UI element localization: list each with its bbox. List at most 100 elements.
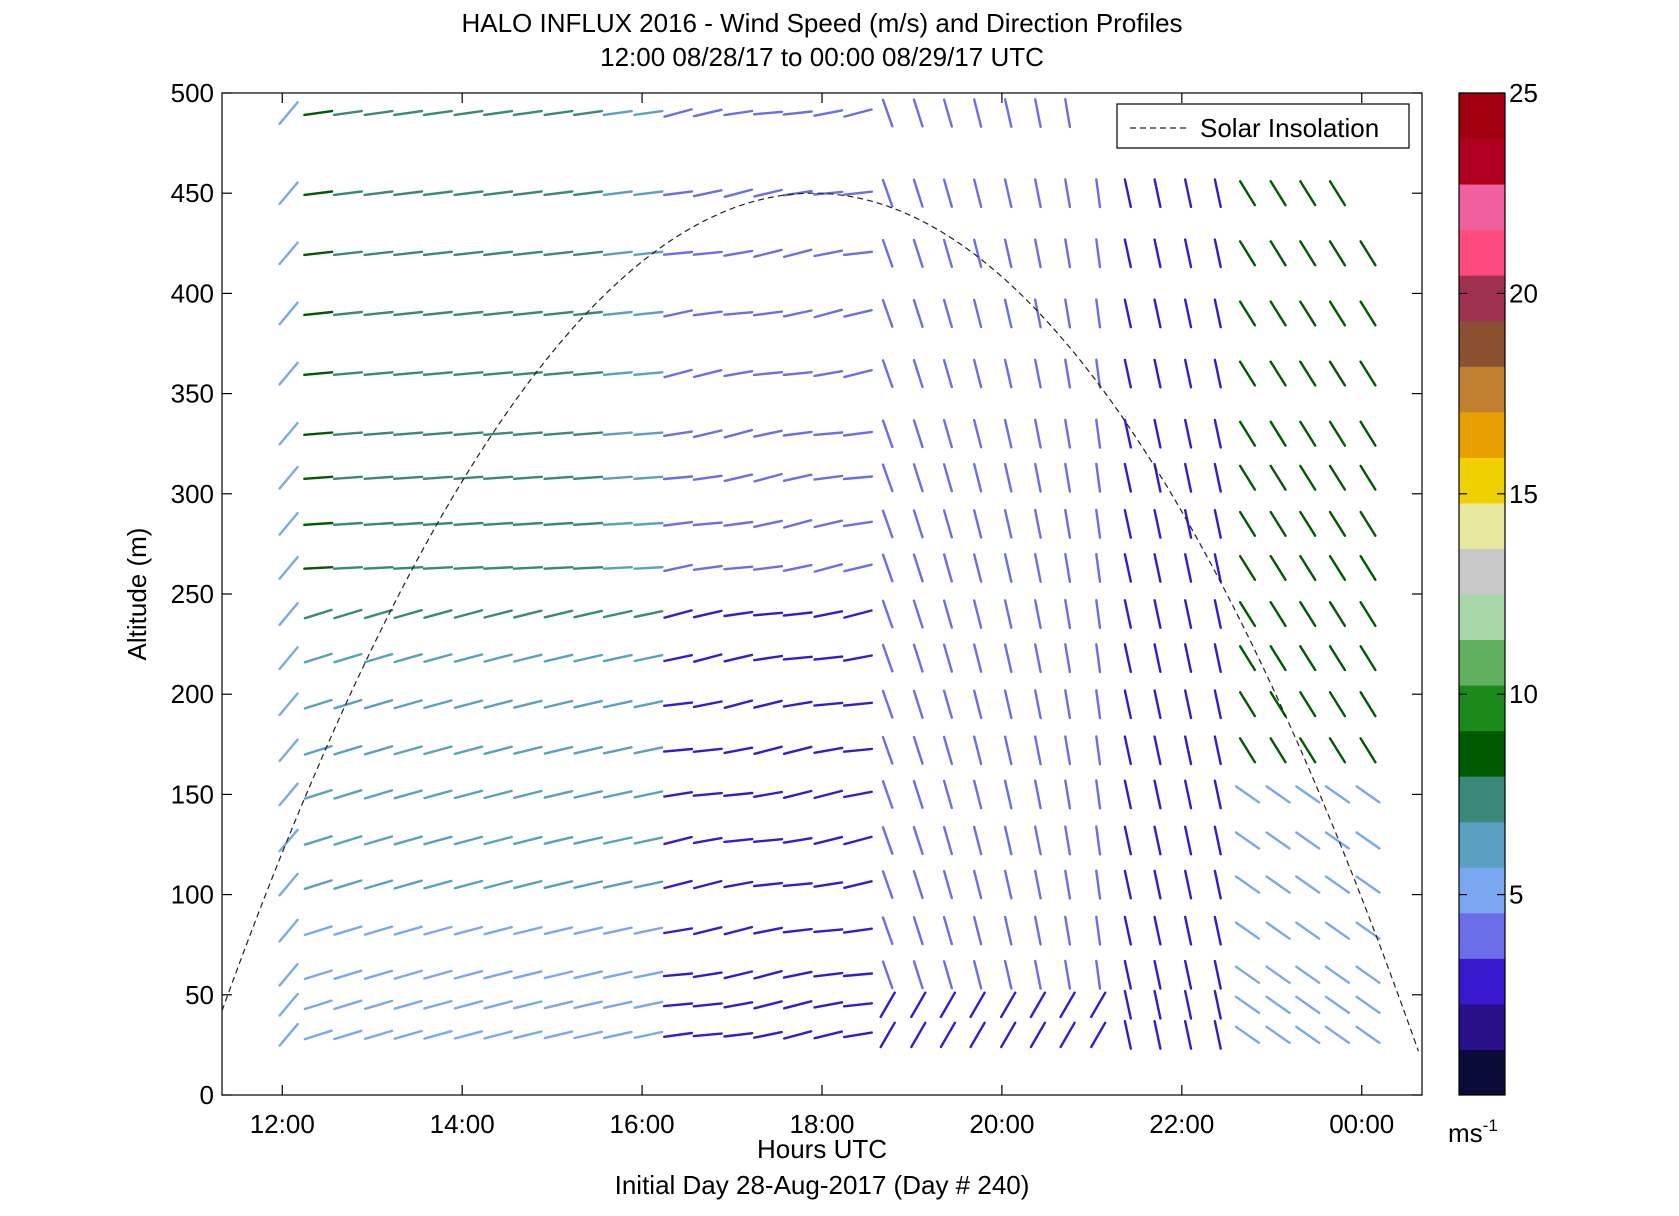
wind-barb	[1123, 418, 1133, 449]
wind-barb	[973, 418, 983, 449]
wind-barb	[363, 925, 394, 936]
wind-barb	[1234, 1025, 1261, 1045]
wind-barb	[543, 880, 574, 889]
wind-barb	[973, 358, 983, 389]
wind-barb	[753, 472, 783, 483]
wind-barb	[842, 747, 874, 753]
wind-barb	[393, 371, 424, 376]
wind-barb	[881, 689, 894, 719]
wind-barb	[278, 301, 299, 326]
colorbar-band	[1459, 821, 1505, 868]
wind-barb	[1299, 737, 1317, 764]
colorbar-unit-exponent: -1	[1483, 1116, 1498, 1135]
wind-barb	[723, 653, 754, 663]
wind-barb	[939, 1021, 957, 1049]
wind-barb	[1299, 510, 1317, 537]
wind-barb	[692, 429, 723, 439]
wind-barb	[813, 1030, 844, 1040]
wind-barb	[1064, 959, 1072, 990]
wind-barb	[1269, 420, 1287, 447]
wind-barb	[303, 1029, 333, 1041]
x-tick-label: 12:00	[250, 1109, 315, 1139]
wind-barb	[1355, 785, 1381, 804]
wind-barb	[1234, 965, 1261, 984]
wind-barb	[483, 109, 514, 117]
wind-barb	[842, 430, 874, 437]
wind-barb	[573, 836, 603, 845]
wind-barb	[633, 1000, 664, 1009]
wind-barb	[912, 419, 924, 449]
wind-barb	[813, 928, 844, 934]
wind-barb	[1355, 1025, 1381, 1045]
wind-barb	[602, 566, 633, 570]
wind-barb	[1299, 601, 1317, 628]
wind-barb	[543, 190, 574, 197]
wind-barb	[942, 735, 953, 765]
wind-barb	[633, 654, 664, 663]
wind-barb	[483, 475, 514, 480]
wind-barb	[543, 521, 574, 526]
wind-barb	[363, 999, 394, 1010]
wind-barb	[633, 250, 664, 257]
wind-barb	[333, 652, 363, 664]
wind-barb	[602, 310, 633, 317]
wind-barb	[1033, 553, 1042, 583]
wind-barb	[363, 608, 394, 620]
wind-barb	[422, 431, 453, 436]
wind-barb	[1328, 510, 1347, 537]
wind-barb	[602, 190, 633, 197]
wind-barb	[692, 700, 723, 709]
colorbar-band	[1459, 912, 1505, 959]
wind-barb	[1299, 300, 1317, 327]
wind-barb	[303, 109, 334, 117]
wind-barb	[1095, 358, 1102, 389]
wind-barb	[423, 879, 453, 890]
wind-barb	[1089, 1021, 1107, 1049]
wind-barb	[393, 999, 423, 1010]
wind-barb	[633, 836, 664, 845]
wind-barb	[1295, 921, 1321, 940]
wind-barb	[1095, 779, 1102, 810]
speed-colorbar: 5 10 15 20 25 ms-1	[1448, 78, 1538, 1148]
wind-barb	[942, 238, 953, 268]
wind-barb	[393, 969, 423, 980]
wind-barb	[843, 1031, 873, 1039]
wind-barb	[973, 735, 983, 766]
wind-barb	[633, 790, 664, 799]
wind-barb	[843, 654, 873, 662]
y-tick-label: 200	[171, 679, 214, 709]
wind-barb	[1238, 180, 1257, 207]
wind-barb	[1328, 554, 1347, 581]
wind-barb	[393, 699, 423, 710]
wind-barb	[1213, 599, 1222, 629]
wind-barb	[483, 879, 513, 890]
wind-barb	[723, 699, 754, 709]
wind-barb	[692, 791, 723, 797]
wind-barb	[573, 109, 604, 117]
wind-barb	[453, 371, 484, 376]
wind-barb	[453, 745, 484, 756]
wind-barb	[1033, 358, 1042, 389]
wind-barb	[692, 1002, 723, 1008]
wind-barb	[573, 609, 603, 619]
wind-barb	[363, 475, 394, 480]
wind-barb	[1003, 553, 1013, 583]
wind-barb	[1064, 599, 1072, 630]
wind-barb	[1213, 989, 1222, 1020]
wind-barb	[453, 431, 484, 436]
wind-barb	[1299, 464, 1317, 491]
wind-barb	[1213, 735, 1222, 766]
colorbar-band	[1459, 411, 1505, 458]
wind-barb	[483, 1030, 513, 1040]
wind-barb	[1324, 921, 1351, 940]
wind-barb	[973, 238, 983, 269]
wind-barb	[278, 872, 299, 897]
wind-barb	[363, 1029, 394, 1041]
wind-barb	[1299, 180, 1317, 207]
wind-barb	[692, 971, 723, 979]
wind-barb	[483, 250, 514, 257]
wind-barb	[512, 310, 543, 317]
wind-barb	[813, 563, 843, 573]
wind-barb	[1123, 959, 1133, 990]
